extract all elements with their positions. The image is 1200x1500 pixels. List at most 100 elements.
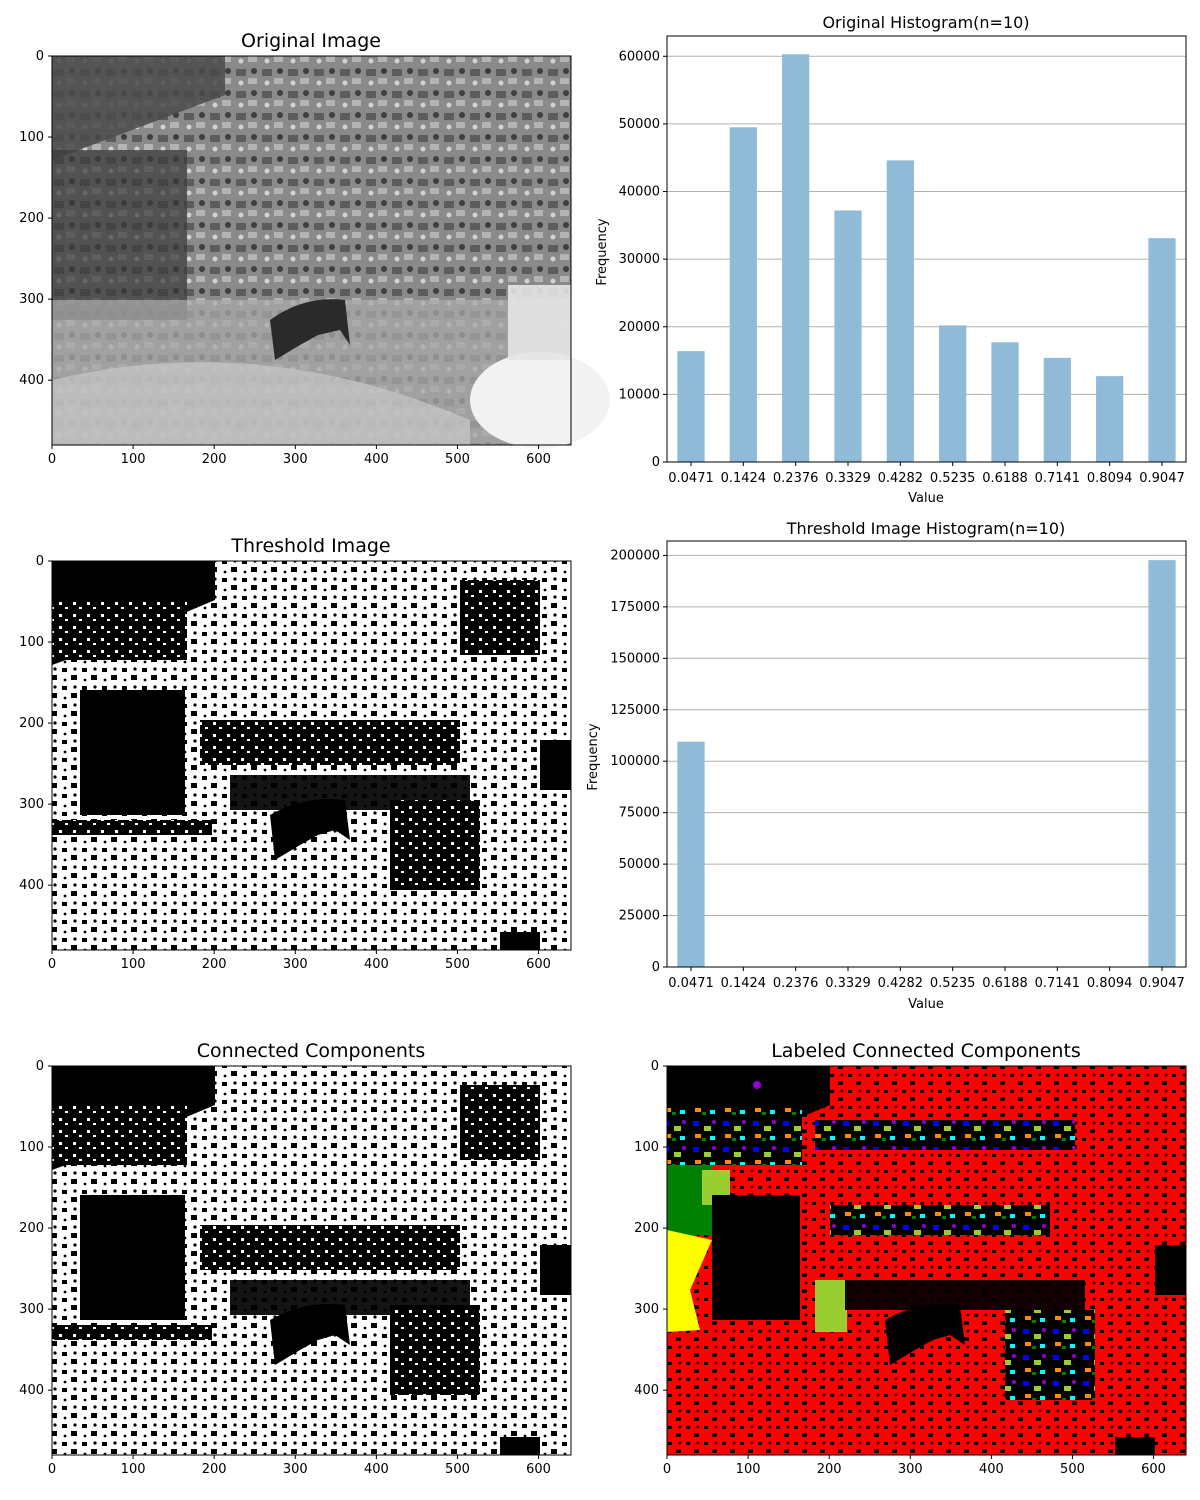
- x-tick-label: 0.7141: [1035, 471, 1081, 486]
- x-tick-label: 100: [121, 452, 146, 467]
- x-tick-label: 0.3329: [825, 976, 871, 991]
- y-tick-label: 100: [19, 130, 44, 145]
- y-tick-label: 150000: [610, 651, 660, 666]
- threshold-image-x-axis: 0 100 200 300 400 500 600: [48, 950, 551, 972]
- original-image-title: Original Image: [241, 30, 381, 52]
- y-tick-label: 200: [19, 211, 44, 226]
- y-tick-label: 400: [19, 1383, 44, 1398]
- labeled-components-title: Labeled Connected Components: [771, 1040, 1081, 1062]
- x-tick-label: 0.0471: [668, 471, 714, 486]
- threshold-histogram-plot: 0 25000 50000 75000 100000 125000 150000 175000…: [610, 540, 1187, 991]
- connected-components-title: Connected Components: [197, 1040, 426, 1062]
- threshold-image-panel: Threshold Image 0 100 200 300 400 500 600 0 100…: [19, 535, 572, 972]
- histogram-bar: [1148, 560, 1176, 967]
- x-tick-label: 0.8094: [1087, 976, 1133, 991]
- connected-components-x-axis: 0 100 200 300 400 500 600: [48, 1455, 551, 1477]
- x-tick-label: 0: [48, 957, 56, 972]
- y-tick-label: 200: [634, 1221, 659, 1236]
- y-tick-label: 40000: [619, 185, 660, 200]
- x-tick-label: 300: [898, 1462, 923, 1477]
- x-tick-label: 0.9047: [1139, 471, 1185, 486]
- y-tick-label: 10000: [619, 387, 660, 402]
- histogram-bar: [939, 325, 967, 462]
- histogram-bar: [782, 54, 810, 462]
- y-tick-label: 25000: [619, 909, 660, 924]
- x-tick-label: 0.5235: [930, 976, 976, 991]
- original-image-panel: Original Image 0 100 200 300 400 500 600 0 100 2…: [19, 30, 610, 467]
- y-tick-label: 0: [652, 960, 660, 975]
- original-histogram-plot: 0 10000 20000 30000 40000 50000 60000 0.0471 0.1…: [619, 35, 1187, 486]
- x-tick-label: 0.4282: [878, 976, 924, 991]
- x-tick-label: 0: [48, 452, 56, 467]
- threshold-histogram-panel: Threshold Image Histogram(n=10) 0 25000 50…: [586, 519, 1187, 1012]
- threshold-image-title: Threshold Image: [230, 535, 390, 557]
- x-tick-label: 0.2376: [773, 976, 819, 991]
- x-tick-label: 400: [364, 1462, 389, 1477]
- y-tick-label: 75000: [619, 806, 660, 821]
- y-tick-label: 0: [652, 455, 660, 470]
- x-tick-label: 600: [526, 452, 551, 467]
- connected-components-panel: Connected Components 0 100 200 300 400 500 600…: [19, 1040, 572, 1477]
- x-tick-label: 300: [283, 452, 308, 467]
- histogram-bar: [1043, 357, 1071, 462]
- original-image-y-axis: 0 100 200 300 400: [19, 49, 52, 388]
- plot-frame: [666, 540, 1187, 968]
- threshold-histogram-ylabel: Frequency: [586, 723, 601, 790]
- x-tick-label: 0.5235: [930, 471, 976, 486]
- y-tick-label: 100000: [610, 754, 660, 769]
- original-image-raster: [52, 56, 610, 448]
- connected-components-y-axis: 0 100 200 300 400: [19, 1059, 52, 1398]
- x-tick-label: 200: [202, 452, 227, 467]
- y-tick-label: 0: [36, 49, 44, 64]
- x-tick-label: 100: [121, 957, 146, 972]
- y-tick-label: 100: [634, 1140, 659, 1155]
- x-tick-label: 100: [736, 1462, 761, 1477]
- histogram-bar: [1148, 238, 1176, 462]
- y-tick-label: 0: [36, 1059, 44, 1074]
- x-tick-label: 300: [283, 957, 308, 972]
- x-tick-label: 600: [526, 957, 551, 972]
- x-tick-label: 500: [1060, 1462, 1085, 1477]
- x-tick-label: 400: [364, 957, 389, 972]
- original-image-x-axis: 0 100 200 300 400 500 600: [48, 445, 551, 467]
- y-tick-label: 100: [19, 635, 44, 650]
- histogram-bar: [677, 351, 705, 462]
- x-tick-label: 300: [283, 1462, 308, 1477]
- threshold-histogram-title: Threshold Image Histogram(n=10): [786, 519, 1066, 538]
- labeled-components-y-axis: 0 100 200 300 400: [634, 1059, 667, 1398]
- threshold-image-y-axis: 0 100 200 300 400: [19, 554, 52, 893]
- y-tick-label: 400: [19, 373, 44, 388]
- x-tick-label: 500: [445, 1462, 470, 1477]
- histogram-bar: [729, 127, 757, 463]
- histogram-bar: [834, 210, 862, 462]
- labeled-components-raster: [667, 1066, 1186, 1455]
- x-tick-label: 0.9047: [1139, 976, 1185, 991]
- x-tick-label: 0.7141: [1035, 976, 1081, 991]
- connected-components-raster: [52, 1066, 571, 1455]
- original-histogram-xlabel: Value: [908, 491, 944, 506]
- x-tick-label: 0: [663, 1462, 671, 1477]
- y-tick-label: 300: [19, 797, 44, 812]
- y-tick-label: 300: [19, 292, 44, 307]
- labeled-components-x-axis: 0 100 200 300 400 500 600: [663, 1455, 1166, 1477]
- y-tick-label: 50000: [619, 117, 660, 132]
- threshold-histogram-xlabel: Value: [908, 997, 944, 1012]
- y-tick-label: 300: [19, 1302, 44, 1317]
- x-tick-label: 100: [121, 1462, 146, 1477]
- x-tick-label: 0: [48, 1462, 56, 1477]
- x-tick-label: 500: [445, 957, 470, 972]
- y-tick-label: 200: [19, 1221, 44, 1236]
- x-tick-label: 500: [445, 452, 470, 467]
- y-tick-label: 200000: [610, 548, 660, 563]
- y-tick-label: 50000: [619, 857, 660, 872]
- y-tick-label: 0: [36, 554, 44, 569]
- x-tick-label: 600: [1141, 1462, 1166, 1477]
- y-tick-label: 300: [634, 1302, 659, 1317]
- x-tick-label: 0.2376: [773, 471, 819, 486]
- y-tick-label: 400: [19, 878, 44, 893]
- x-tick-label: 600: [526, 1462, 551, 1477]
- y-tick-label: 20000: [619, 320, 660, 335]
- x-tick-label: 0.8094: [1087, 471, 1133, 486]
- x-tick-label: 0.1424: [721, 471, 767, 486]
- x-tick-label: 200: [202, 1462, 227, 1477]
